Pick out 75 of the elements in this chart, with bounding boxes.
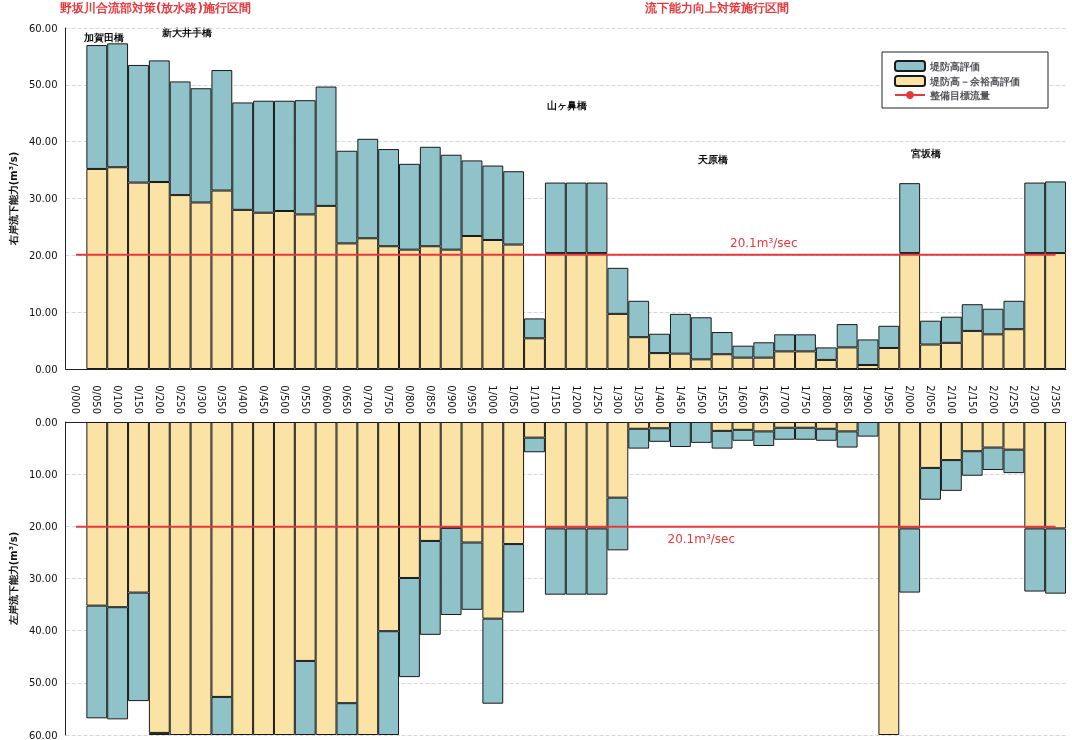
x-tick-label: 1/500: [695, 385, 707, 414]
text: 野坂川合流部対策(放水路)施行区間: [60, 1, 251, 15]
x-tick-label: 2/050: [925, 385, 937, 414]
x-tick-label: 0/150: [132, 385, 144, 414]
y-tick-label: 20.00: [28, 249, 58, 261]
legend-label: 堤防高評価: [929, 60, 980, 72]
x-tick-label: 0/900: [445, 385, 457, 414]
y-axis-title: 右岸流下能力(m³/s): [7, 151, 19, 247]
x-tick-label: 0/700: [362, 385, 374, 414]
x-tick-label: 1/550: [716, 385, 728, 414]
y-tick-label: 50.00: [28, 79, 58, 91]
x-tick-label: 1/400: [654, 385, 666, 414]
annotation: 加賀田橋: [83, 31, 125, 44]
annotation: 宮坂橋: [911, 147, 942, 159]
x-tick-label: 0/250: [174, 385, 186, 414]
x-tick-label: 2/300: [1029, 385, 1041, 414]
x-tick-label: 1/850: [841, 385, 853, 414]
x-tick-label: 0/450: [258, 385, 270, 414]
x-tick-label: 1/300: [612, 385, 624, 414]
x-tick-label: 1/050: [508, 385, 520, 414]
x-tick-label: 1/350: [633, 385, 645, 414]
x-tick-label: 2/350: [1050, 385, 1062, 414]
x-tick-label: 1/200: [570, 385, 582, 414]
x-tick-label: 1/950: [883, 385, 895, 414]
x-tick-label: 0/000: [70, 385, 82, 414]
legend-label: 堤防高－余裕高評価: [929, 75, 1020, 87]
x-tick-label: 0/750: [383, 385, 395, 414]
annotation: 山ヶ鼻橋: [547, 99, 588, 111]
x-tick-label: 0/100: [112, 385, 124, 414]
y-tick-label: 10.00: [28, 468, 58, 480]
x-tick-label: 1/650: [758, 385, 770, 414]
x-tick-label: 0/800: [403, 385, 415, 414]
y-tick-label: 30.00: [28, 193, 58, 204]
x-tick-label: 1/000: [487, 385, 499, 414]
x-tick-label: 1/800: [820, 385, 832, 414]
x-tick-label: 0/850: [424, 385, 436, 414]
y-tick-label: 40.00: [28, 625, 58, 637]
y-tick-label: 10.00: [28, 306, 58, 318]
annotation: 20.1m³/sec: [667, 531, 735, 546]
y-tick-label: 60.00: [28, 729, 58, 740]
x-tick-label: 0/500: [278, 385, 290, 414]
x-tick-label: 0/350: [216, 385, 228, 414]
x-tick-label: 0/050: [91, 385, 103, 414]
y-tick-label: 20.00: [28, 520, 58, 532]
x-tick-label: 2/000: [904, 385, 916, 414]
y-tick-label: 30.00: [28, 573, 58, 584]
annotation: 20.1m³/sec: [730, 235, 798, 250]
x-tick-label: 2/200: [987, 385, 999, 414]
y-tick-label: 0.00: [35, 363, 58, 375]
x-tick-label: 2/250: [1008, 385, 1020, 414]
y-tick-label: 60.00: [28, 22, 58, 34]
legend-label: 整備目標流量: [929, 89, 990, 101]
x-tick-label: 1/450: [674, 385, 686, 414]
x-tick-label: 2/100: [945, 385, 957, 414]
x-tick-label: 0/200: [153, 385, 165, 414]
x-tick-label: 0/650: [341, 385, 353, 414]
x-tick-label: 0/550: [299, 385, 311, 414]
text: 流下能力向上対策施行区間: [644, 1, 789, 15]
y-tick-label: 40.00: [28, 136, 58, 148]
x-tick-label: 1/700: [779, 385, 791, 414]
x-tick-label: 0/950: [466, 385, 478, 414]
annotation: 天原橋: [697, 153, 729, 165]
x-tick-label: 0/600: [320, 385, 332, 414]
y-axis-title: 左岸流下能力(m³/s): [7, 531, 19, 627]
x-tick-label: 0/400: [237, 385, 249, 414]
x-tick-label: 2/150: [966, 385, 978, 414]
x-tick-label: 1/150: [549, 385, 561, 414]
x-tick-label: 1/600: [737, 385, 749, 414]
x-tick-label: 0/300: [195, 385, 207, 414]
x-tick-label: 1/100: [529, 385, 540, 414]
x-tick-label: 1/250: [591, 385, 603, 414]
x-tick-label: 1/900: [862, 385, 874, 414]
y-tick-label: 0.00: [35, 416, 58, 428]
x-tick-label: 1/750: [799, 385, 811, 414]
y-tick-label: 50.00: [28, 677, 58, 689]
